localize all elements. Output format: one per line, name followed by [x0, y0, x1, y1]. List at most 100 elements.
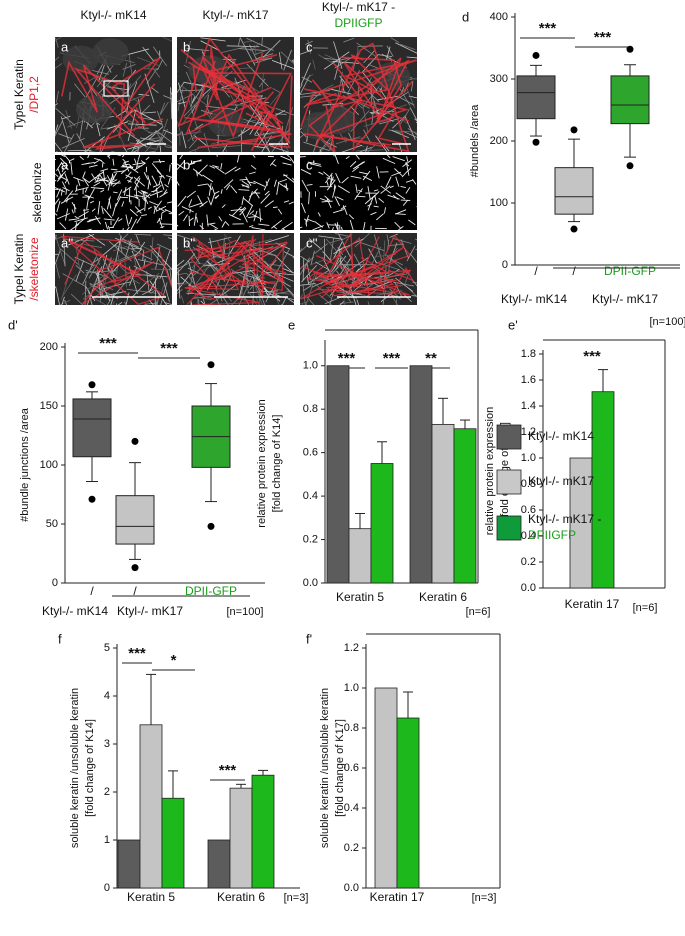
skeleton [55, 179, 57, 182]
skeleton [391, 171, 402, 177]
skeleton [363, 221, 366, 230]
skeleton [301, 179, 309, 193]
skeleton [192, 168, 203, 177]
skeleton [199, 200, 208, 208]
fiber [188, 138, 199, 149]
skeleton [306, 183, 313, 186]
skeleton [125, 174, 133, 179]
outlier [532, 138, 540, 146]
skeleton [113, 191, 118, 194]
skeleton [88, 217, 101, 221]
skeleton [121, 163, 129, 166]
fiber [408, 95, 417, 99]
fiber [394, 281, 403, 298]
junction [325, 246, 405, 288]
x-tick-label: Keratin 6 [419, 590, 467, 604]
fiber [361, 54, 379, 73]
panel-letter: a'' [61, 235, 73, 250]
y-tick-label: 100 [40, 459, 58, 471]
skeleton [212, 165, 220, 168]
skeleton [133, 177, 141, 191]
skeleton [357, 189, 363, 193]
fiber [58, 299, 71, 305]
fiber [177, 121, 182, 134]
skeleton [82, 177, 90, 184]
skeleton [334, 155, 339, 164]
skeleton [258, 223, 270, 226]
skeleton [71, 202, 77, 210]
skeleton [75, 187, 89, 191]
skeleton [111, 182, 121, 184]
skeleton [158, 159, 162, 164]
y-tick-label: 0 [104, 882, 110, 894]
y-axis-label: soluble keratin /unsoluble keratin [69, 688, 81, 848]
fiber [302, 258, 305, 281]
skeleton [88, 164, 98, 168]
skeleton [115, 196, 122, 207]
skeleton [239, 207, 247, 216]
skeleton [282, 162, 292, 166]
skeleton [218, 216, 223, 222]
fiber [141, 289, 154, 296]
skeleton [272, 206, 278, 208]
fiber [55, 142, 63, 152]
skeleton [208, 183, 212, 196]
skeleton [144, 197, 149, 205]
skeleton [56, 213, 70, 220]
fiber [309, 238, 322, 250]
skeleton [230, 185, 238, 194]
panel-letter: c' [306, 157, 315, 172]
bar [348, 528, 372, 584]
fiber [371, 246, 382, 264]
fiber [284, 106, 294, 134]
junction [203, 53, 284, 132]
y-tick-label: 0.4 [521, 530, 536, 542]
fiber [292, 58, 294, 67]
skeleton [334, 222, 339, 230]
y-tick-label: 0.0 [521, 582, 536, 594]
skeleton [61, 167, 65, 173]
skeleton [370, 211, 377, 216]
fiber [271, 128, 291, 152]
skeleton [249, 171, 256, 175]
skeleton [149, 190, 163, 197]
outlier [88, 381, 96, 389]
skeleton [336, 222, 339, 230]
skeleton [345, 155, 350, 160]
x-tick-label: / [572, 264, 576, 278]
fiber [319, 277, 344, 281]
skeleton [132, 162, 146, 166]
fiber [200, 40, 220, 51]
fiber [92, 69, 110, 75]
fiber [374, 275, 389, 279]
fiber [400, 43, 416, 51]
fiber [300, 126, 303, 131]
skeleton [340, 226, 343, 230]
fiber [341, 234, 353, 241]
fiber [178, 101, 187, 105]
fiber [198, 298, 200, 305]
fiber [191, 105, 196, 114]
fiber [314, 243, 328, 255]
y-tick-label: 300 [490, 73, 508, 85]
skeleton [354, 161, 366, 169]
micrograph [55, 37, 172, 152]
skeleton [164, 208, 172, 214]
micrograph [55, 155, 172, 230]
fiber [314, 283, 332, 299]
fiber [157, 59, 163, 71]
skeleton [160, 212, 163, 220]
junction [192, 91, 291, 149]
fiber [106, 90, 129, 106]
skeleton [199, 224, 204, 230]
skeleton [75, 222, 77, 230]
y-tick-label: 1.2 [521, 426, 536, 438]
outlier [570, 225, 578, 233]
fiber [160, 304, 162, 305]
fiber [255, 296, 260, 305]
skeleton [364, 194, 376, 205]
skeleton [136, 208, 145, 213]
fiber [404, 269, 411, 285]
significance: *** [594, 29, 612, 46]
y-axis-label: relative protein expression [484, 407, 496, 535]
